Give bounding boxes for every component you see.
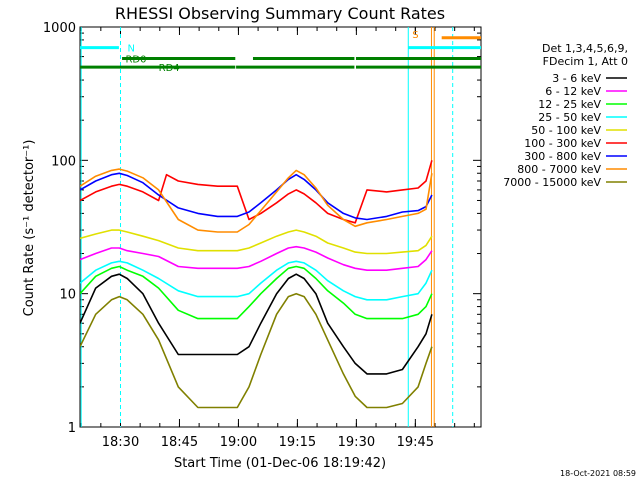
legend-entry-label: 12 - 25 keV [538,98,601,111]
legend-entry-label: 50 - 100 keV [531,124,601,137]
x-tick-label: 19:15 [279,435,316,450]
series-line-8 [80,292,433,409]
legend-header-line-1: Det 1,3,4,5,6,9, [542,42,628,55]
timestamp-footer: 18-Oct-2021 08:59 [560,469,636,478]
flag-label-s: S [412,30,418,41]
x-tick-label: 18:30 [102,435,139,450]
legend-entry-label: 100 - 300 keV [524,137,601,150]
legend-entry-label: 7000 - 15000 keV [503,176,601,189]
series-line-3 [80,260,433,301]
flag-label-rd4: RD4 [159,63,180,74]
series-line-2 [80,265,433,320]
flag-label-n: N [127,44,134,55]
series-line-1 [80,245,433,272]
y-tick-label: 10 [59,288,76,303]
plot-frame [79,26,482,428]
series-line-0 [80,273,433,375]
legend-entry-label: 25 - 50 keV [538,111,601,124]
y-axis-label: Count Rate (s⁻¹ detector⁻¹) [22,140,37,317]
x-axis-label: Start Time (01-Dec-06 18:19:42) [174,456,386,471]
legend-entry-label: 6 - 12 keV [545,85,601,98]
flag-label-rd0: RD0 [125,55,146,66]
series-line-4 [80,229,433,255]
plot-area: 1 10 100 1000 18:30 18:45 19:00 19:15 19:30 19:45… [43,21,482,450]
legend: Det 1,3,4,5,6,9, FDecim 1, Att 0 3 - 6 k… [503,42,628,189]
x-tick-label: 18:45 [161,435,198,450]
legend-entry-label: 3 - 6 keV [552,72,601,85]
y-tick-label: 1 [68,421,76,436]
y-tick-label: 1000 [43,21,76,36]
legend-header-line-2: FDecim 1, Att 0 [543,55,628,68]
series-line-7 [80,168,433,233]
x-tick-label: 19:00 [220,435,257,450]
legend-entry-label: 800 - 7000 keV [517,163,601,176]
x-tick-label: 19:45 [397,435,434,450]
series-line-6 [80,172,433,221]
series-line-5 [80,160,433,224]
y-tick-label: 100 [51,154,76,169]
legend-entry-label: 300 - 800 keV [524,150,601,163]
chart-title: RHESSI Observing Summary Count Rates [115,4,445,23]
x-tick-label: 19:30 [338,435,375,450]
